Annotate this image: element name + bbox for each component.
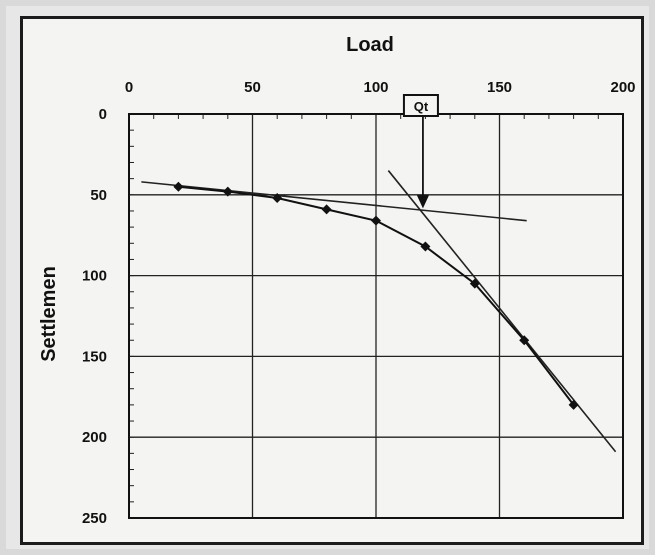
y-tick-label: 250 (82, 510, 107, 527)
load-settlement-chart: 0 50 100 150 200 0 50 100 150 200 250 Load Settle… (38, 34, 636, 527)
x-tick-label: 200 (610, 79, 635, 96)
y-tick-label: 100 (82, 268, 107, 285)
settlement-series (173, 181, 579, 410)
screenshot-frame: 0 50 100 150 200 0 50 100 150 200 250 Load Settle… (6, 6, 649, 549)
chart-panel: 0 50 100 150 200 0 50 100 150 200 250 Load Settle… (20, 16, 644, 545)
data-point (222, 186, 233, 197)
data-point (321, 204, 332, 215)
data-point (173, 181, 184, 192)
y-tick-label: 50 (90, 187, 107, 204)
x-axis-ticks: 0 50 100 150 200 (125, 79, 636, 96)
x-tick-label: 50 (244, 79, 261, 96)
qt-label: Qt (414, 99, 429, 114)
data-point (272, 193, 283, 204)
data-point (519, 335, 530, 346)
grid (128, 113, 624, 519)
data-point (469, 278, 480, 289)
qt-arrow-head (416, 195, 429, 209)
tangent-lines (141, 170, 617, 453)
tangent-line (387, 170, 617, 453)
data-point (371, 215, 381, 226)
tangent-line (141, 181, 527, 222)
data-point (420, 241, 431, 252)
x-tick-label: 100 (363, 79, 388, 96)
x-tick-label: 150 (487, 79, 512, 96)
plot-area (128, 113, 624, 519)
qt-annotation: Qt (402, 94, 439, 209)
x-axis-title: Load (346, 34, 394, 56)
qt-label-box (402, 94, 439, 117)
data-point (568, 399, 579, 410)
y-axis-title: Settlemen (38, 266, 60, 362)
y-axis-ticks: 0 50 100 150 200 250 (82, 106, 107, 527)
y-tick-label: 0 (99, 106, 107, 123)
y-tick-label: 150 (82, 348, 107, 365)
y-tick-label: 200 (82, 429, 107, 446)
x-tick-label: 0 (125, 79, 133, 96)
